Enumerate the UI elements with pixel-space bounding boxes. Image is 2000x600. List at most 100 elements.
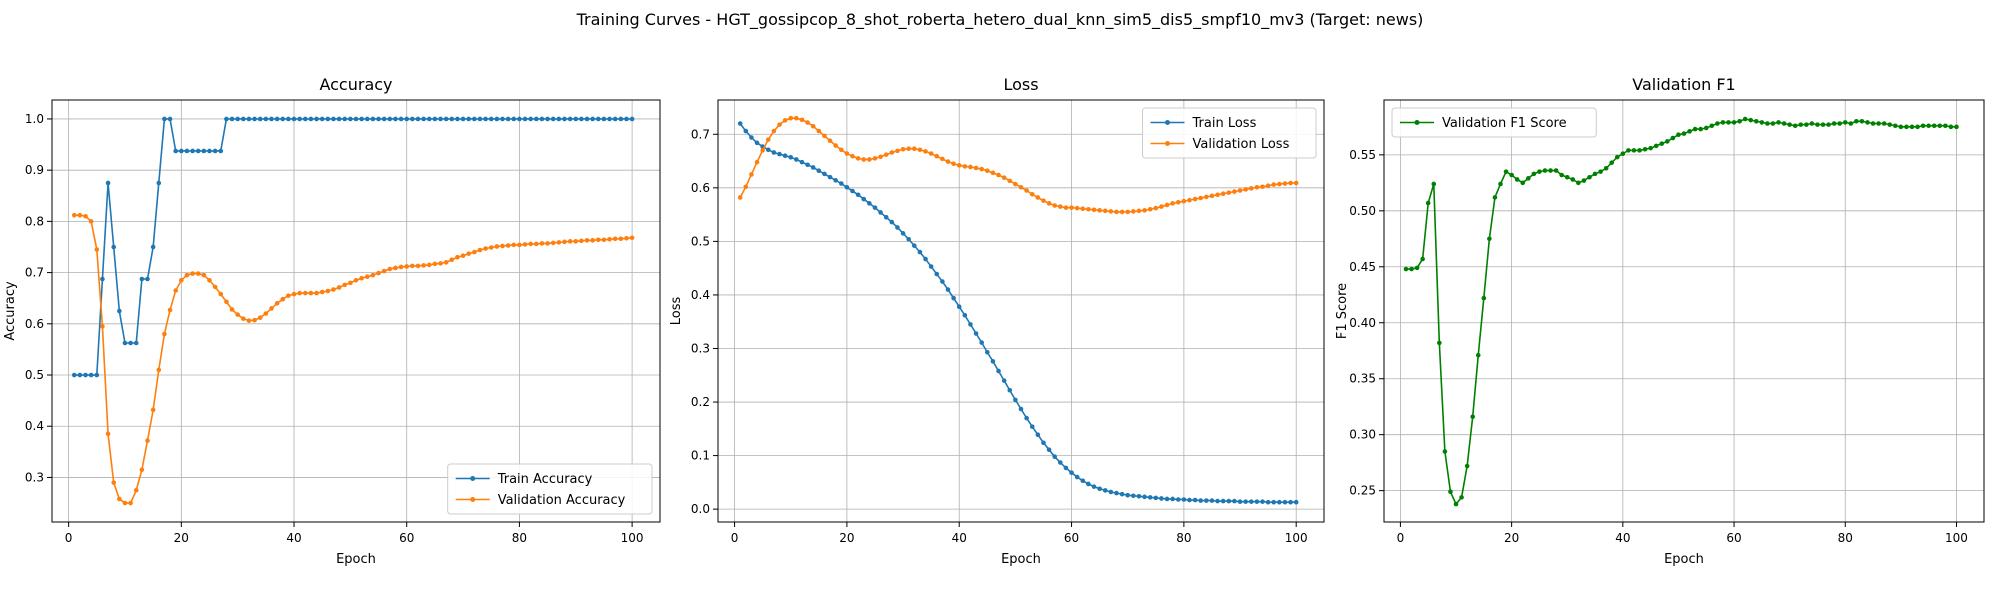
f1-point <box>1592 171 1598 177</box>
accuracy-point <box>319 116 325 122</box>
accuracy-point <box>246 116 252 122</box>
accuracy-point <box>331 287 336 292</box>
accuracy-point <box>111 480 116 485</box>
f1-point <box>1681 131 1687 136</box>
loss-point <box>1001 378 1007 383</box>
loss-point <box>1035 432 1041 438</box>
accuracy-point <box>517 242 522 248</box>
accuracy-point <box>494 244 500 249</box>
f1-point <box>1448 489 1453 495</box>
accuracy-ylabel: Accuracy <box>3 281 18 341</box>
f1-point <box>1848 121 1854 126</box>
loss-point <box>1086 481 1091 487</box>
loss-point <box>883 214 889 220</box>
f1-point <box>1826 122 1831 127</box>
loss-point <box>1243 499 1248 504</box>
accuracy-point <box>466 116 472 122</box>
f1-point <box>1742 116 1748 122</box>
accuracy-point <box>449 257 455 263</box>
accuracy-point <box>291 116 297 122</box>
f1-point <box>1692 126 1698 132</box>
accuracy-point <box>381 116 387 122</box>
accuracy-xtick-label: 0 <box>65 531 73 545</box>
accuracy-point <box>601 116 607 122</box>
loss-point <box>850 153 855 159</box>
accuracy-point <box>545 116 550 122</box>
accuracy-point <box>426 116 432 122</box>
loss-point <box>1013 181 1018 187</box>
accuracy-point <box>393 265 398 271</box>
loss-point <box>962 164 968 169</box>
f1-point <box>1437 340 1442 346</box>
f1-axes-frame <box>1383 99 1985 523</box>
accuracy-point <box>590 238 595 243</box>
accuracy-point <box>139 276 145 282</box>
loss-point <box>1192 497 1198 503</box>
accuracy-point <box>562 116 567 122</box>
loss-point <box>1024 415 1029 421</box>
accuracy-point <box>579 238 584 244</box>
accuracy-point <box>612 236 618 242</box>
f1-point <box>1920 123 1926 129</box>
loss-point <box>872 156 878 161</box>
loss-point <box>1114 209 1119 215</box>
accuracy-point <box>212 284 218 290</box>
accuracy-point <box>336 116 342 122</box>
accuracy-point <box>359 275 364 281</box>
loss-ytick-label: 0.1 <box>691 449 710 463</box>
accuracy-point <box>370 272 376 278</box>
loss-point <box>1086 206 1091 212</box>
loss-point <box>1063 205 1069 210</box>
f1-point <box>1687 129 1692 134</box>
loss-point <box>1131 209 1136 214</box>
f1-point <box>1865 120 1870 125</box>
f1-point <box>1520 180 1526 186</box>
f1-point <box>1431 181 1437 187</box>
loss-point <box>1058 204 1063 209</box>
f1-point <box>1670 135 1676 141</box>
loss-ytick-label: 0.2 <box>691 395 710 409</box>
loss-point <box>985 168 990 173</box>
accuracy-point <box>505 116 511 122</box>
loss-point <box>1114 490 1119 496</box>
f1-point <box>1926 123 1931 129</box>
f1-point <box>1870 121 1876 126</box>
loss-point <box>1108 209 1114 214</box>
f1-point <box>1876 121 1881 126</box>
accuracy-point <box>488 116 494 122</box>
loss-point <box>749 172 754 177</box>
loss-xtick-label: 100 <box>1285 531 1308 545</box>
loss-xlabel: Epoch <box>1001 552 1041 567</box>
accuracy-point <box>94 372 100 378</box>
accuracy-point <box>370 116 376 122</box>
loss-point <box>1282 499 1288 505</box>
accuracy-point <box>629 235 635 241</box>
accuracy-ytick-label: 0.3 <box>25 470 44 484</box>
loss-point <box>940 156 945 162</box>
loss-point <box>1226 190 1232 195</box>
loss-xtick-label: 40 <box>952 531 967 545</box>
loss-point <box>810 165 816 170</box>
f1-point <box>1503 169 1509 174</box>
accuracy-point <box>162 331 167 337</box>
f1-point <box>1559 172 1564 178</box>
loss-point <box>771 150 777 155</box>
loss-point <box>760 148 765 153</box>
loss-point <box>805 162 810 168</box>
loss-point <box>1119 491 1125 497</box>
f1-point <box>1542 168 1548 173</box>
accuracy-point <box>71 212 77 218</box>
f1-ytick-label: 0.25 <box>1349 484 1376 498</box>
accuracy-point <box>224 116 229 122</box>
loss-point <box>799 117 805 123</box>
loss-point <box>923 149 928 154</box>
f1-legend: Validation F1 Score <box>1391 107 1597 138</box>
accuracy-point <box>280 296 286 302</box>
accuracy-point <box>342 282 348 288</box>
f1-point <box>1403 266 1409 272</box>
f1-point <box>1414 265 1420 271</box>
accuracy-point <box>184 148 190 154</box>
accuracy-point <box>455 254 460 260</box>
loss-point <box>945 159 951 164</box>
loss-point <box>1293 499 1299 505</box>
